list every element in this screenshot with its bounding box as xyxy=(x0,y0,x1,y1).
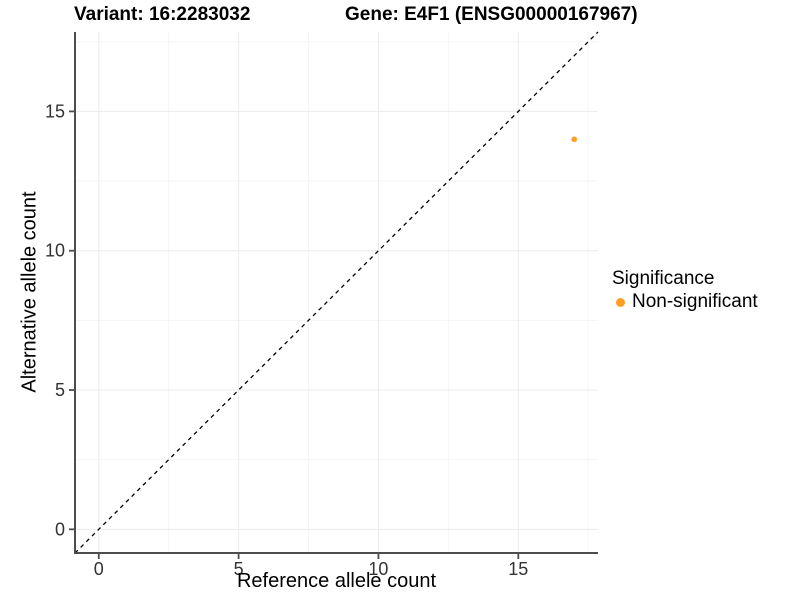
data-point-17-14 xyxy=(571,136,578,143)
identity-reference-line xyxy=(74,31,599,554)
legend-item-label: Non-significant xyxy=(632,291,758,312)
legend-title: Significance xyxy=(612,268,715,289)
legend-marker-dot-icon xyxy=(616,297,625,307)
x-tick-label-15: 15 xyxy=(508,559,528,579)
x-tick-label-10: 10 xyxy=(368,559,388,579)
plot-title-gene: Gene: E4F1 (ENSG00000167967) xyxy=(345,4,638,25)
x-tick-label-0: 0 xyxy=(94,559,104,579)
y-tick-label-10: 10 xyxy=(45,241,65,261)
legend-item-non-significant: Non-significant xyxy=(612,291,758,313)
plot-title-variant: Variant: 16:2283032 xyxy=(74,4,251,25)
y-tick-label-15: 15 xyxy=(45,101,65,121)
y-tick-label-0: 0 xyxy=(55,519,65,539)
x-axis-title: Reference allele count xyxy=(236,570,436,592)
y-axis-title: Alternative allele count xyxy=(18,191,41,393)
y-tick-label-5: 5 xyxy=(55,380,65,400)
legend: Significance Non-significant xyxy=(612,268,758,313)
x-tick-label-5: 5 xyxy=(234,559,244,579)
